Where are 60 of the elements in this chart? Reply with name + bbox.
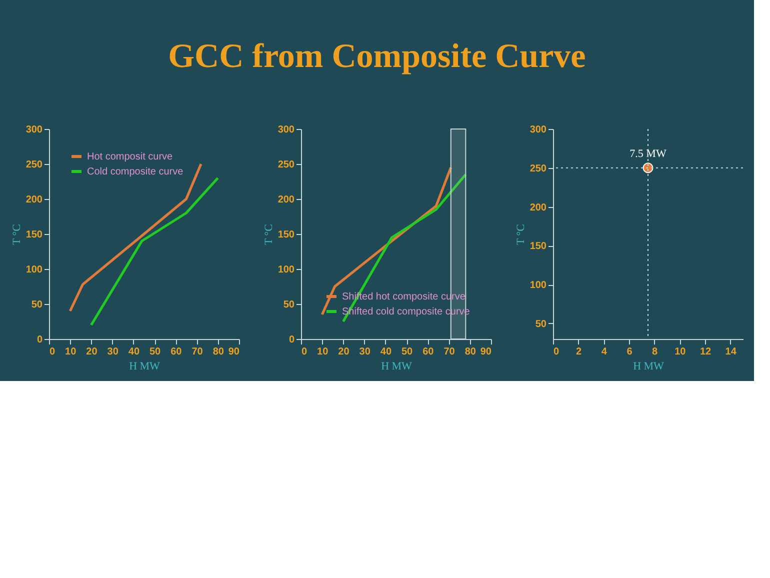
y-tick-label: 250 (278, 160, 295, 170)
x-tick-label: 40 (380, 346, 392, 358)
y-axis-title: T °C (514, 224, 527, 246)
y-tick-label: 150 (278, 230, 295, 240)
x-tick-label: 20 (338, 346, 350, 358)
y-tick-label: 0 (36, 334, 43, 346)
x-tick-label: 10 (65, 346, 77, 358)
x-tick-label: 70 (192, 346, 204, 358)
x-tick-label: 2 (576, 346, 582, 358)
y-tick-label: 50 (535, 318, 547, 330)
x-tick-label: 50 (149, 346, 162, 358)
y-tick-label: 100 (26, 264, 43, 276)
x-tick-label: 6 (626, 346, 633, 358)
x-tick-label: 60 (170, 346, 182, 358)
y-tick-label: 250 (26, 160, 43, 170)
y-tick-label: 250 (530, 163, 547, 174)
x-tick-label: 90 (480, 346, 492, 358)
x-tick-label: 4 (601, 346, 608, 358)
y-tick-label: 150 (530, 241, 547, 252)
x-tick-label: 20 (86, 346, 98, 358)
x-tick-label: 80 (212, 346, 224, 358)
y-tick-label: 50 (31, 300, 43, 310)
x-tick-label: 14 (725, 346, 737, 358)
x-tick-label: 80 (464, 346, 476, 358)
y-tick-label: 200 (530, 202, 547, 214)
y-tick-label: 200 (26, 194, 43, 206)
line-series (68, 162, 202, 312)
y-tick-label: 100 (530, 280, 547, 292)
x-tick-label: 60 (422, 346, 434, 358)
x-axis-title: H MW (129, 360, 161, 372)
x-axis-title: H MW (381, 360, 413, 372)
y-axis-title: T °C (262, 224, 275, 246)
x-tick-label: 12 (700, 346, 712, 358)
x-tick-label: 40 (128, 346, 140, 358)
x-tick-label: 50 (401, 346, 414, 358)
legend-label: Hot composit curve (87, 152, 174, 162)
annotation: 7.5 MW (630, 148, 667, 160)
x-tick-label: 30 (107, 346, 119, 358)
x-tick-label: 0 (50, 346, 56, 358)
x-tick-label: 90 (228, 346, 240, 358)
line-series (90, 176, 220, 326)
x-tick-label: 10 (674, 346, 686, 358)
y-tick-label: 200 (278, 194, 295, 206)
x-tick-label: 0 (554, 346, 560, 358)
y-tick-label: 300 (26, 124, 43, 136)
y-tick-label: 100 (278, 264, 295, 276)
x-tick-label: 70 (444, 346, 456, 358)
y-tick-label: 300 (530, 124, 547, 136)
x-tick-label: 8 (652, 346, 658, 358)
y-tick-label: 0 (288, 334, 295, 346)
x-tick-label: 0 (302, 346, 308, 358)
y-tick-label: 150 (26, 230, 43, 240)
legend-label: Cold composite curve (87, 166, 184, 178)
y-tick-label: 50 (283, 300, 295, 310)
y-tick-label: 300 (278, 124, 295, 136)
x-tick-label: 30 (359, 346, 371, 358)
y-axis-title: T °C (10, 224, 23, 246)
x-tick-label: 10 (317, 346, 329, 358)
x-axis-title: H MW (633, 360, 665, 372)
text: GCC from Composite Curve (168, 38, 586, 75)
